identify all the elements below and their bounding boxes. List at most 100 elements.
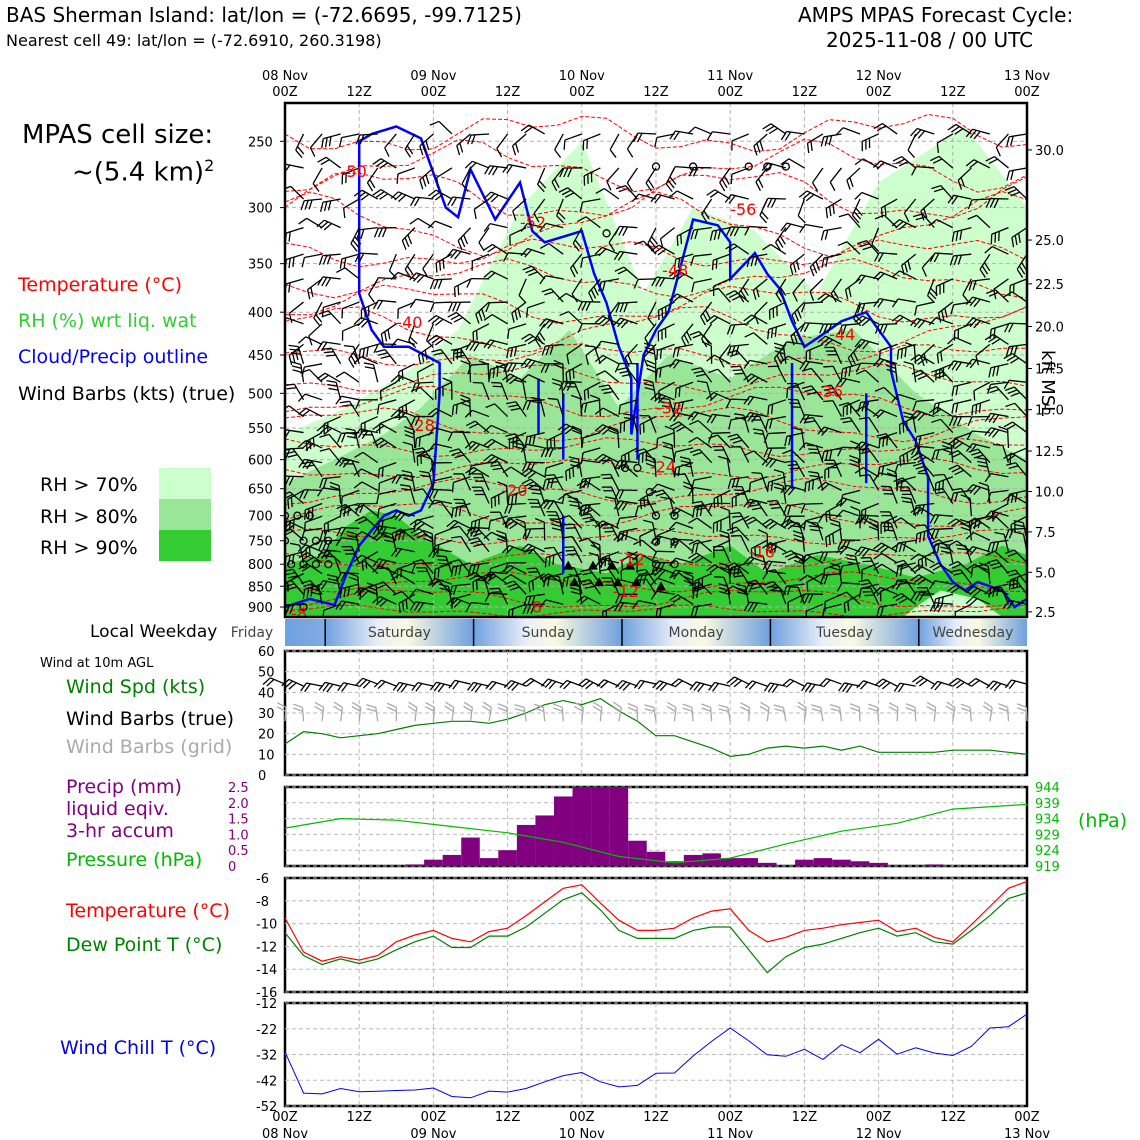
barb-staff [285,340,286,345]
barb-flag [1010,135,1014,146]
barb-staff [714,564,731,575]
barb-staff [879,462,898,468]
barb-flag [382,531,393,535]
barb-flag [810,141,813,152]
barb-flag [942,480,945,491]
barb-flag [634,240,644,246]
barb-staff [735,526,750,541]
barb-flag [590,540,601,546]
wind-barb [448,583,471,596]
barb-flag [323,530,328,540]
barb-flag [510,407,521,411]
barb-flag [825,350,836,352]
barb-flag [821,257,825,268]
barb-flag [620,320,629,329]
barb-flag [662,441,673,446]
barb-staff [743,415,750,433]
barb-flag [372,558,380,568]
barb-flag [609,149,617,158]
barb-flag [915,524,925,527]
barb-flag [521,333,531,340]
barb-flag [902,541,907,552]
barb-flag [488,520,491,531]
barb-flag [912,401,917,411]
barb-staff [417,518,434,529]
barb-staff [433,278,452,281]
barb-flag [859,474,870,477]
barb-flag [478,242,485,252]
barb-staff [324,681,341,687]
wind-barb [947,584,972,595]
barb-flag [728,292,739,299]
barb-flag [692,584,702,590]
wind-barb [775,278,787,303]
barb-flag [743,373,752,381]
barb-flag [965,443,973,452]
barb-staff [304,489,323,492]
wind-barb [483,424,508,434]
wind-barb [650,244,675,256]
wind-barb [855,369,880,383]
barb-flag [717,496,719,507]
barb-staff [563,380,582,383]
barb-flag [632,600,639,610]
cell-size-value: ~(5.4 km) [72,157,205,188]
barb-flag [407,705,417,712]
wind-barb [965,585,991,597]
barb-flag [886,472,897,478]
wind-barb [955,544,972,564]
wind-barb [789,253,805,276]
barb-flag [298,217,308,225]
barb-flag [603,580,614,583]
barb-pennant [606,560,617,570]
wind-barb-grid [497,703,509,722]
barb-staff [823,603,842,610]
barb-flag [992,565,1003,570]
barb-flag [323,201,328,212]
barb-flag [898,582,908,586]
barb-flag [451,482,455,493]
barb-flag [312,437,315,448]
top-date-label: 08 Nov [262,69,308,84]
wind-barb [473,198,490,220]
barb-flag [805,351,808,362]
barb-staff [738,568,750,585]
barb-flag [522,677,532,685]
wind-barb [854,546,879,558]
wind-barb [965,531,991,541]
wind-barb [931,184,954,200]
wind-barb [732,485,750,504]
barb-flag [497,481,507,487]
barb-staff [995,515,1009,529]
barb-staff [545,343,564,347]
barb-flag [644,337,651,348]
barb-flag [452,431,463,433]
wind-barb [582,133,601,151]
wind-barb [513,441,527,463]
barb-flag [316,372,326,380]
barb-flag [917,412,926,421]
wind-barb [991,586,1010,605]
wind-barb [819,323,842,334]
rh70-label: RH > 70% [40,474,138,496]
barb-flag [655,609,658,617]
wind-barb [984,412,1009,424]
barb-staff [658,301,675,311]
barb-flag [891,298,899,308]
barb-flag [409,299,417,309]
barb-staff [804,322,823,325]
barb-staff [354,430,360,449]
barb-staff [657,431,675,440]
barb-staff [542,707,546,722]
barb-staff [372,364,379,383]
wind-barb [986,515,1009,529]
wind-barb [353,468,379,478]
barb-staff [508,163,527,169]
barb-flag [564,382,575,384]
wind-barb [847,343,861,368]
barb-staff [918,564,935,575]
wind-barb [674,381,694,399]
wind-barb [948,450,972,464]
wind-barb [659,397,676,417]
barb-flag [708,434,718,439]
